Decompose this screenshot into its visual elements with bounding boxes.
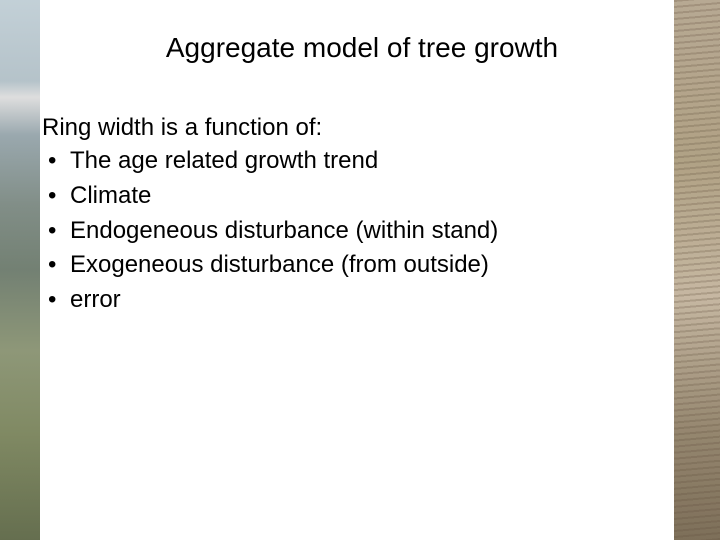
background-photo-left (0, 0, 40, 540)
intro-text: Ring width is a function of: (40, 114, 634, 142)
list-item: Endogeneous disturbance (within stand) (42, 214, 634, 249)
list-item: The age related growth trend (42, 144, 634, 179)
bullet-list: The age related growth trend Climate End… (40, 144, 634, 318)
list-item: error (42, 283, 634, 318)
slide-title: Aggregate model of tree growth (40, 32, 634, 64)
list-item: Exogeneous disturbance (from outside) (42, 248, 634, 283)
background-photo-right (674, 0, 720, 540)
slide-content: Aggregate model of tree growth Ring widt… (40, 0, 674, 540)
list-item: Climate (42, 179, 634, 214)
